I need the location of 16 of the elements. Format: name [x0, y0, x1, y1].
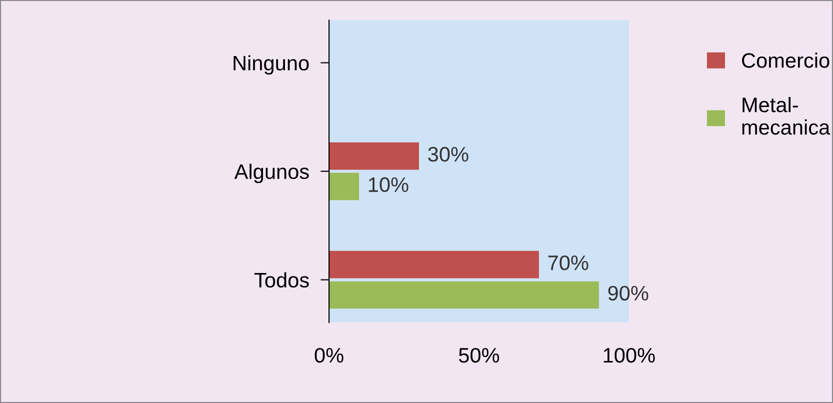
bar — [329, 172, 360, 200]
bar — [329, 250, 539, 278]
legend-label: Comercio — [742, 52, 830, 68]
bar — [329, 142, 419, 170]
x-tick-label: 0% — [314, 348, 344, 363]
y-tick-label: Algunos — [234, 164, 309, 184]
data-label: 70% — [548, 255, 588, 270]
y-tick-label: Ninguno — [234, 55, 309, 75]
bar — [329, 281, 599, 309]
legend-label: Metal- mecanica — [742, 96, 830, 135]
data-label: 30% — [428, 146, 468, 162]
data-label: 10% — [368, 177, 408, 192]
y-tick-label: Todos — [254, 272, 309, 288]
x-tick-label: 100% — [604, 348, 655, 363]
x-tick-label: 50% — [458, 348, 500, 363]
data-label: 90% — [608, 286, 648, 301]
